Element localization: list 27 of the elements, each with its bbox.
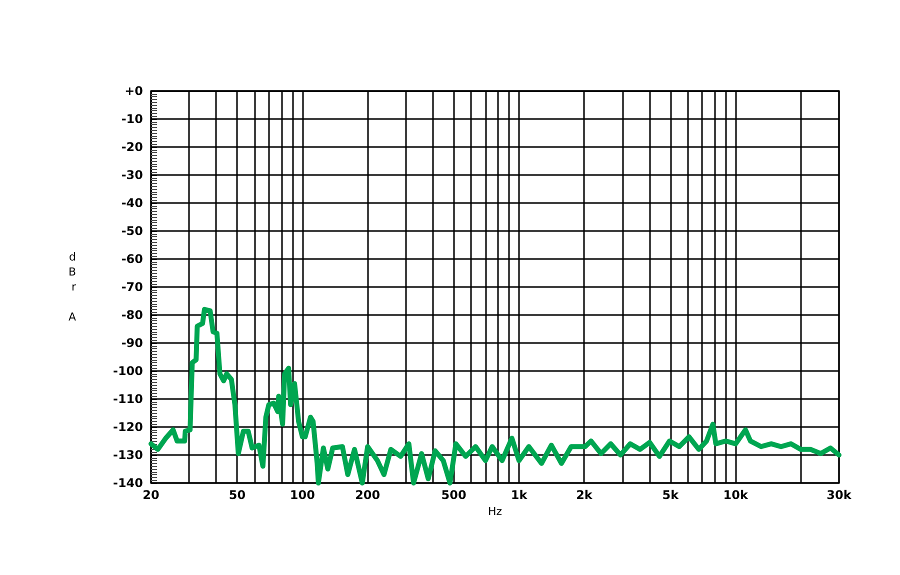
y-tick-label: -80: [121, 308, 143, 322]
x-tick-label: 20: [142, 488, 160, 502]
x-tick-label: 100: [290, 488, 315, 502]
x-tick-label: 2k: [576, 488, 594, 502]
y-tick-label: -90: [121, 336, 143, 350]
y-tick-label: -100: [112, 364, 143, 378]
y-tick-label: -20: [121, 140, 143, 154]
y-tick-label: -120: [112, 420, 143, 434]
y-tick-label: -50: [121, 224, 143, 238]
y-tick-label: -30: [121, 168, 143, 182]
x-tick-label: 10k: [723, 488, 749, 502]
y-tick-label: -110: [112, 392, 143, 406]
x-tick-label: 200: [355, 488, 380, 502]
y-tick-label: -60: [121, 252, 143, 266]
y-tick-label: -70: [121, 280, 143, 294]
x-tick-label: 5k: [662, 488, 680, 502]
x-tick-label: 1k: [510, 488, 528, 502]
x-tick-label: 50: [228, 488, 246, 502]
x-tick-label: 500: [441, 488, 466, 502]
x-tick-label: 30k: [826, 488, 852, 502]
y-tick-label: -40: [121, 196, 143, 210]
x-axis-title: Hz: [488, 504, 502, 518]
y-tick-label: -10: [121, 112, 143, 126]
y-tick-label: -130: [112, 448, 143, 462]
y-tick-label: -140: [112, 476, 143, 490]
text: dBr A: [68, 250, 76, 324]
y-tick-label: +0: [124, 84, 143, 98]
